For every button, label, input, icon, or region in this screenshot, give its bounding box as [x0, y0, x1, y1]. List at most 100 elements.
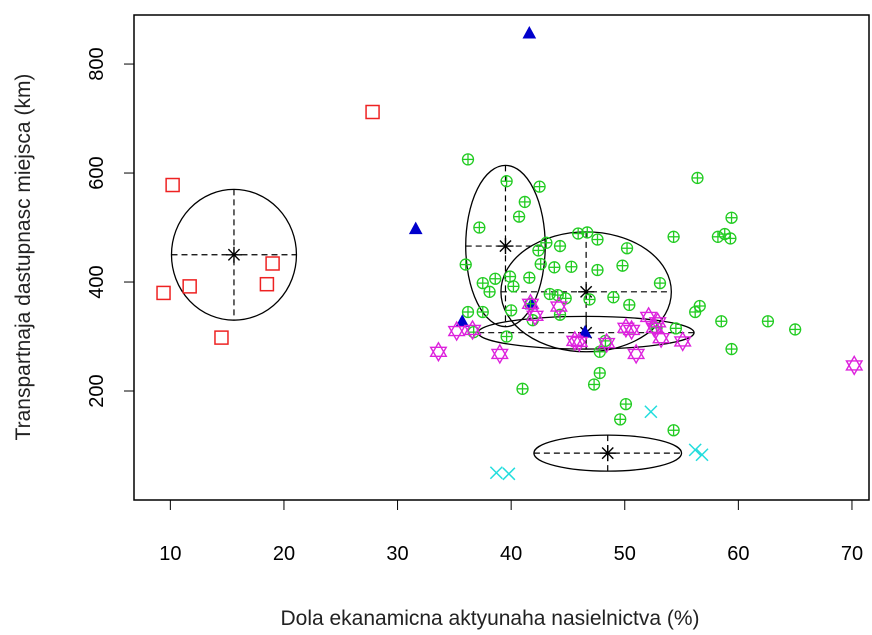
- point-circle-plus: [500, 175, 513, 188]
- point-circle-plus: [587, 378, 601, 391]
- point-circle-plus: [620, 242, 634, 255]
- point-circle-plus: [711, 230, 725, 243]
- point-circle-plus: [548, 261, 561, 274]
- point-circle-plus: [724, 232, 737, 245]
- point-star: [570, 331, 589, 353]
- point-circle-plus: [518, 195, 531, 209]
- point-circle-plus: [489, 272, 502, 285]
- point-circle-plus: [512, 210, 526, 223]
- point-star: [565, 330, 584, 352]
- point-circle-plus: [667, 424, 680, 437]
- point-triangle: [522, 25, 537, 39]
- point-circle-plus: [583, 293, 596, 306]
- point-circle-plus: [516, 382, 529, 395]
- cluster-center-marker: [497, 238, 514, 255]
- plot-frame: [133, 14, 870, 501]
- point-star: [463, 319, 482, 341]
- x-tick-label: 50: [614, 543, 636, 565]
- point-square: [265, 256, 280, 271]
- point-circle-plus: [725, 211, 738, 224]
- point-circle-plus: [591, 263, 604, 277]
- y-tick-label: 400: [86, 265, 108, 298]
- cluster-center-marker: [225, 246, 242, 263]
- x-tick-label: 10: [159, 543, 181, 565]
- point-layer: [156, 25, 864, 481]
- point-star: [639, 306, 658, 328]
- point-circle-plus: [789, 323, 802, 336]
- point-circle-plus: [669, 322, 683, 335]
- x-tick-label: 30: [386, 543, 408, 565]
- point-square: [259, 276, 275, 292]
- ellipse-layer: [170, 164, 695, 472]
- point-square: [182, 279, 197, 294]
- x-axis-title: Dola ekanamicna aktyunaha nasielnictva (…: [280, 607, 699, 630]
- point-circle-plus: [565, 260, 578, 273]
- point-circle-plus: [616, 259, 629, 272]
- point-circle-plus: [667, 230, 680, 243]
- point-circle-plus: [500, 330, 513, 343]
- point-star: [549, 296, 568, 317]
- point-circle-plus: [715, 315, 728, 328]
- point-square: [365, 104, 380, 120]
- point-circle-plus: [505, 304, 518, 317]
- point-circle-plus: [614, 413, 627, 426]
- point-star: [627, 343, 646, 365]
- point-cross: [502, 467, 516, 481]
- point-star: [525, 305, 545, 327]
- point-circle-plus: [543, 287, 556, 301]
- cluster-center-marker: [599, 445, 616, 462]
- point-circle-plus: [691, 171, 704, 185]
- point-square: [165, 177, 180, 193]
- point-star: [429, 341, 448, 363]
- point-square: [156, 285, 171, 301]
- point-circle-plus: [523, 271, 536, 284]
- point-star: [622, 319, 641, 341]
- point-star: [490, 343, 509, 365]
- y-tick-label: 800: [86, 47, 108, 80]
- point-circle-plus: [459, 258, 472, 271]
- x-tick-label: 40: [500, 543, 522, 565]
- x-tick-label: 70: [841, 543, 863, 565]
- point-circle-plus: [619, 397, 633, 411]
- point-circle-plus: [591, 233, 604, 246]
- point-circle-plus: [461, 153, 475, 166]
- point-star: [447, 320, 466, 342]
- point-star: [521, 293, 540, 315]
- point-circle-plus: [461, 305, 475, 319]
- point-circle-plus: [476, 276, 489, 290]
- point-circle-plus: [540, 236, 553, 249]
- y-axis: 200 400 600 800: [86, 47, 135, 408]
- point-star: [652, 327, 671, 349]
- x-tick-label: 60: [727, 543, 749, 565]
- point-circle-plus: [507, 280, 520, 293]
- point-circle-plus: [653, 276, 667, 290]
- point-circle-plus: [533, 180, 546, 193]
- point-circle-plus: [553, 239, 567, 253]
- point-circle-plus: [473, 221, 486, 234]
- point-circle-plus: [534, 257, 547, 271]
- point-square: [214, 330, 229, 345]
- point-cross: [644, 405, 658, 419]
- point-circle-plus: [623, 298, 636, 312]
- point-circle-plus: [532, 244, 545, 257]
- point-circle-plus: [725, 342, 738, 356]
- point-cross: [688, 443, 702, 457]
- cluster-center-marker: [578, 283, 595, 300]
- y-tick-label: 600: [86, 156, 108, 189]
- point-cross: [695, 448, 709, 462]
- y-axis-title: Transpartnaja dastupnasc miejsca (km): [12, 74, 35, 441]
- point-circle-plus: [476, 305, 489, 319]
- point-circle-plus: [572, 227, 585, 240]
- point-star: [673, 331, 692, 352]
- point-triangle: [408, 221, 423, 235]
- point-circle-plus: [761, 315, 775, 328]
- point-circle-plus: [607, 291, 620, 304]
- point-circle-plus: [593, 366, 606, 380]
- point-circle-plus: [689, 305, 702, 319]
- point-cross: [489, 466, 503, 480]
- point-star: [845, 354, 864, 376]
- x-tick-label: 20: [273, 543, 295, 565]
- y-tick-label: 200: [86, 374, 108, 407]
- point-star: [648, 311, 667, 333]
